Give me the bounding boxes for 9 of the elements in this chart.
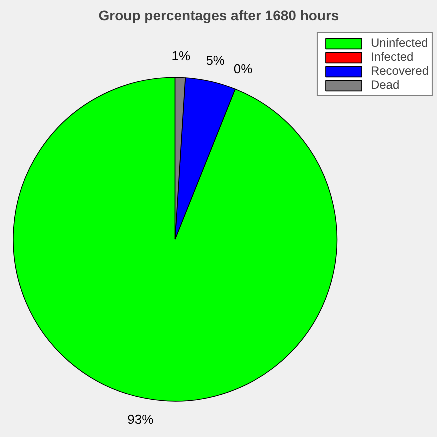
legend-label: Uninfected bbox=[370, 36, 428, 50]
chart-title: Group percentages after 1680 hours bbox=[98, 8, 340, 24]
data-label: 1% bbox=[172, 48, 191, 64]
legend-label: Recovered bbox=[370, 64, 429, 78]
text: 0% bbox=[234, 62, 253, 77]
legend-label: Dead bbox=[370, 78, 400, 92]
data-label: 93% bbox=[128, 412, 154, 428]
legend-label: Infected bbox=[370, 50, 414, 64]
data-label: 5% bbox=[206, 53, 226, 68]
